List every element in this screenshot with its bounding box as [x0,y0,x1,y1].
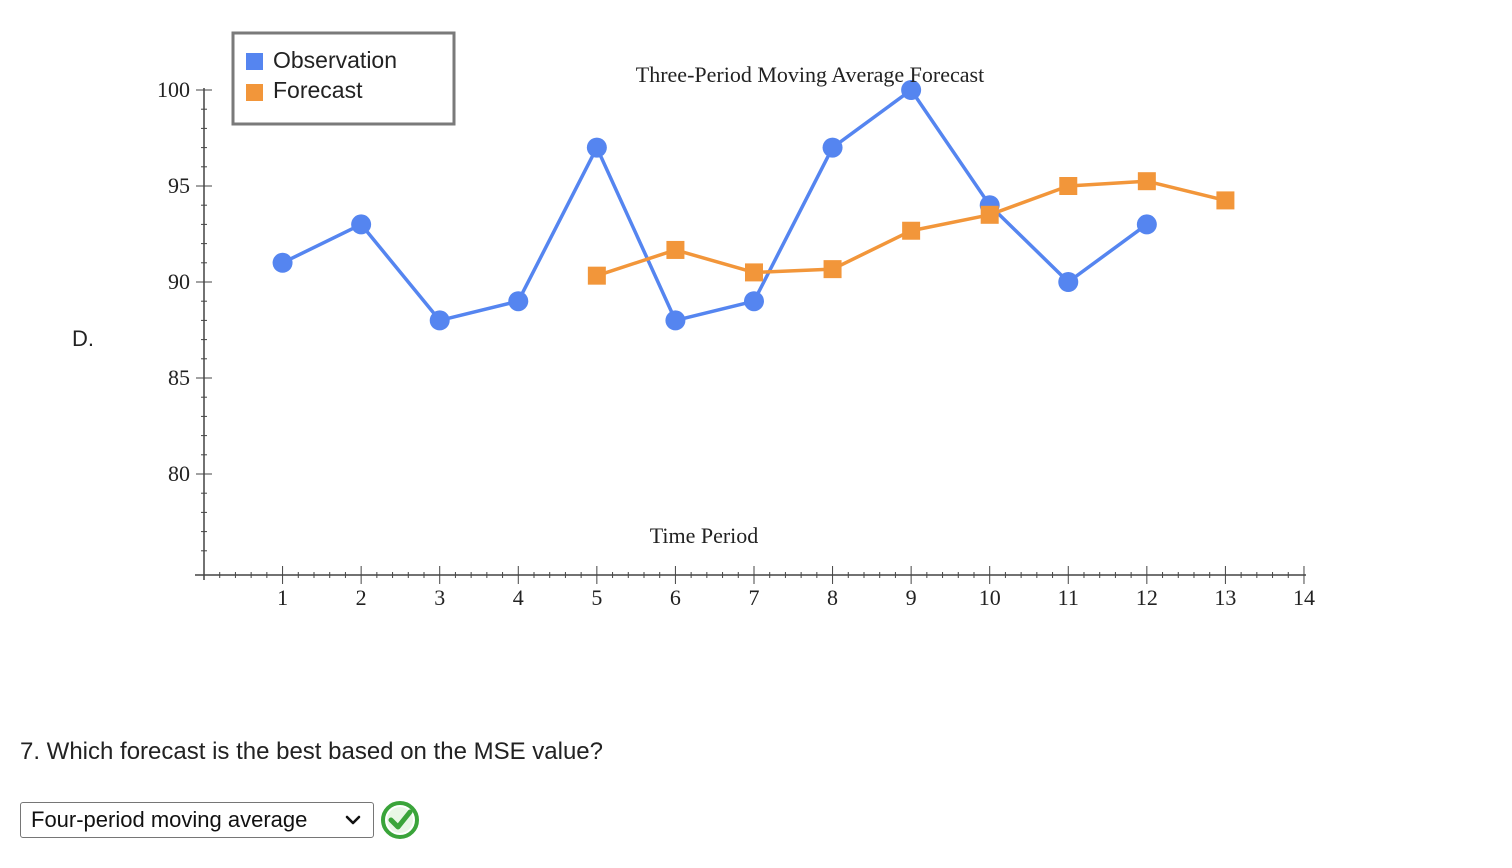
x-tick-label: 11 [1058,585,1079,610]
y-tick-label: 100 [157,77,190,102]
y-tick-label: 85 [168,365,190,390]
forecast-point [1216,191,1235,210]
observation-point [1058,272,1079,292]
observation-point [743,291,764,312]
y-tick-label: 80 [168,461,190,486]
legend-swatch-forecast [246,84,263,101]
observation-point [901,80,922,100]
legend-label-observation: Observation [273,47,397,73]
forecast-select[interactable]: Four-period moving average [20,802,374,838]
observation-point [665,310,686,331]
x-axis-label: Time Period [650,523,759,548]
forecast-point [587,266,606,285]
chart-legend: Observation Forecast [231,31,456,126]
legend-box [231,31,456,126]
observation-line [281,88,1148,323]
x-tick-label: 2 [356,585,367,610]
x-tick-label: 10 [979,585,1001,610]
y-tick-label: 95 [168,173,190,198]
forecast-point [1059,177,1078,195]
x-tick-label: 6 [670,585,681,610]
observation-point [586,137,607,158]
option-label: D. [72,326,94,351]
x-tick-label: 5 [591,585,602,610]
observation-point [351,214,372,235]
chevron-down-icon [345,815,361,825]
check-icon [381,801,419,839]
y-tick-label: 90 [168,269,190,294]
observation-point [1136,214,1157,235]
chart-series [272,80,1235,331]
x-tick-label: 12 [1136,585,1158,610]
forecast-point [1137,172,1156,191]
forecast-point [980,205,999,224]
observation-point [508,291,529,312]
x-tick-label: 3 [434,585,445,610]
observation-point [822,137,843,158]
question-text: 7. Which forecast is the best based on t… [20,738,603,765]
x-tick-label: 9 [906,585,917,610]
x-tick-label: 14 [1293,585,1315,610]
observation-point [429,310,450,331]
observation-point [272,252,293,273]
chart-title: Three-Period Moving Average Forecast [636,62,984,87]
forecast-select-value: Four-period moving average [31,807,308,832]
x-tick-label: 4 [513,585,524,610]
x-tick-label: 1 [277,585,288,610]
legend-label-forecast: Forecast [273,77,363,103]
forecast-point [823,260,842,279]
forecast-point [744,263,763,282]
x-tick-label: 8 [827,585,838,610]
answer-row: Four-period moving average [20,800,420,840]
legend-swatch-observation [246,53,263,70]
x-tick-label: 13 [1214,585,1236,610]
forecast-point [666,240,685,259]
forecast-point [902,221,921,240]
x-tick-label: 7 [748,585,759,610]
